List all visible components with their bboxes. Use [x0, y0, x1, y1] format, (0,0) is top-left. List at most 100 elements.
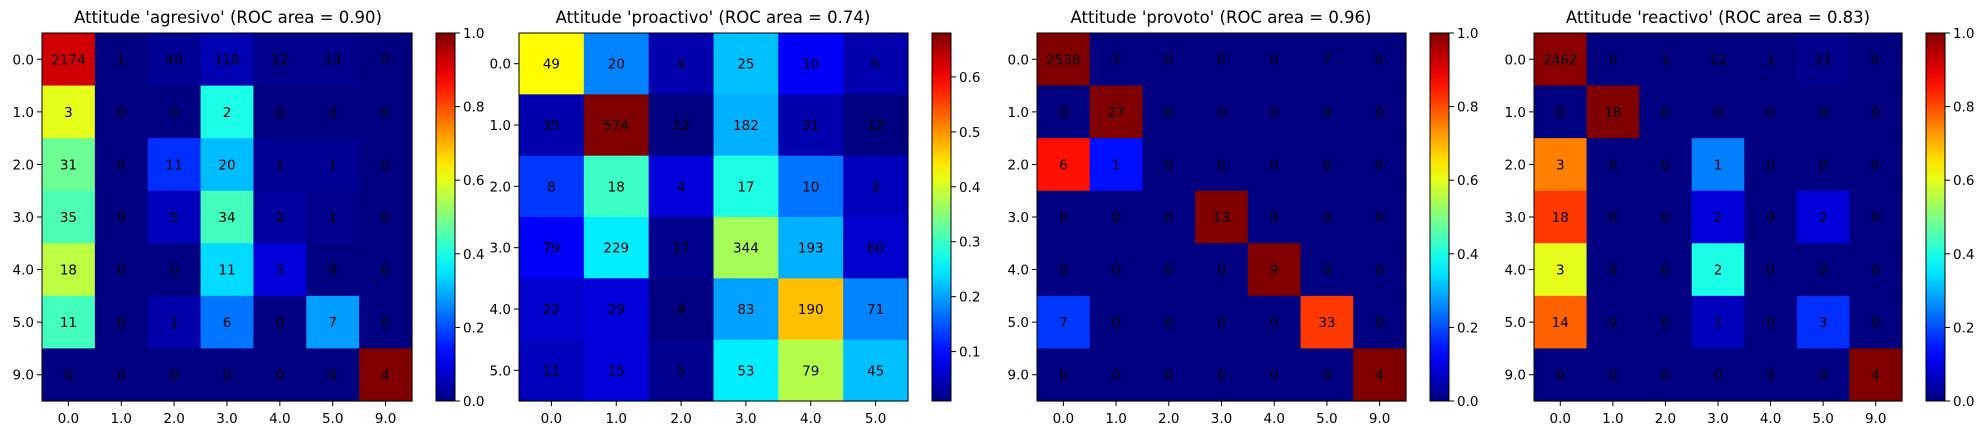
cell-value-label: 1: [1112, 157, 1121, 173]
heatmap-cell: [1586, 33, 1640, 87]
heatmap-cell: [1037, 243, 1091, 297]
heatmap-cell: [1195, 138, 1249, 192]
cell-value-label: 344: [733, 241, 759, 257]
heatmap-cell: [1744, 348, 1798, 402]
y-tick-label: 3.0: [1008, 210, 1029, 226]
heatmap-cell: [1195, 348, 1249, 402]
heatmap-cell: [1744, 138, 1798, 192]
heatmap-cell: [843, 278, 909, 341]
heatmap-cell: [843, 339, 909, 402]
heatmap-cell: [1849, 295, 1903, 350]
cell-value-label: 0: [117, 315, 126, 331]
cell-value-label: 118: [214, 52, 240, 68]
heatmap-cell: [1534, 138, 1588, 192]
x-tick-label: 4.0: [269, 411, 290, 427]
heatmap-cell: [1089, 138, 1144, 192]
x-tick-label: 0.0: [541, 411, 562, 427]
heatmap-cell: [1586, 138, 1640, 192]
cell-value-label: 14: [1552, 315, 1569, 331]
cell-value-label: 0: [223, 368, 232, 384]
x-tick-label: 5.0: [1812, 411, 1833, 427]
heatmap-cell: [1796, 138, 1851, 192]
x-tick-label: 1.0: [1602, 411, 1623, 427]
cell-value-label: 0: [1270, 105, 1279, 121]
colorbar: [435, 32, 456, 402]
heatmap-cell: [1247, 138, 1302, 192]
cell-value-label: 0: [117, 368, 126, 384]
cell-value-label: 1: [276, 157, 285, 173]
heatmap-cell: [1089, 85, 1144, 139]
cell-value-label: 12: [1709, 52, 1726, 68]
cell-value-label: 1: [1661, 52, 1670, 68]
colorbar-tick-label: 0.2: [1953, 320, 1974, 336]
heatmap-cell: [1586, 243, 1640, 297]
cell-value-label: 0: [1323, 263, 1332, 279]
cell-value-label: 0: [64, 368, 73, 384]
cell-value-label: 0: [1819, 105, 1828, 121]
y-tick-label: 1.0: [1505, 105, 1526, 121]
x-tick-label: 3.0: [1707, 411, 1728, 427]
cell-value-label: 0: [1217, 368, 1226, 384]
cell-value-label: 0: [276, 315, 285, 331]
heatmap-cell: [147, 295, 202, 350]
heatmap-cell: [200, 295, 255, 350]
heatmap-cell: [583, 217, 650, 279]
cell-value-label: 10: [802, 57, 819, 73]
heatmap-cell: [1247, 85, 1302, 139]
heatmap-cell: [1849, 348, 1903, 402]
heatmap-cell: [713, 278, 779, 341]
colorbar-tick-label: 0.4: [1953, 247, 1974, 263]
heatmap-cell: [1586, 85, 1640, 139]
heatmap-cell: [1586, 190, 1640, 244]
cell-value-label: 4: [677, 302, 686, 318]
cell-value-label: 11: [60, 315, 77, 331]
y-tick-label: 4.0: [1505, 263, 1526, 279]
heatmap-cell: [1300, 190, 1354, 244]
cell-value-label: 5: [170, 210, 179, 226]
cell-value-label: 33: [1318, 315, 1335, 331]
heatmap-cell: [147, 33, 202, 87]
x-tick-label: 4.0: [800, 411, 821, 427]
colorbar-tick-label: 0.2: [463, 320, 484, 336]
heatmap-cell: [1796, 85, 1851, 139]
cell-value-label: 71: [867, 302, 884, 318]
cell-value-label: 0: [1164, 368, 1173, 384]
cell-value-label: 3: [1556, 263, 1565, 279]
heatmap-cell: [306, 190, 360, 244]
cell-value-label: 17: [672, 241, 689, 257]
heatmap-cell: [147, 138, 202, 192]
cell-value-label: 0: [1766, 157, 1775, 173]
x-tick-label: 4.0: [1263, 411, 1284, 427]
cell-value-label: 0: [1270, 368, 1279, 384]
heatmap-cell: [1142, 295, 1196, 350]
cell-value-label: 11: [166, 157, 183, 173]
cell-value-label: 1: [328, 157, 337, 173]
cell-value-label: 12: [271, 52, 288, 68]
cell-value-label: 4: [677, 179, 686, 195]
heatmap-cell: [1353, 348, 1407, 402]
heatmap-cell: [1744, 85, 1798, 139]
cell-value-label: 0: [1164, 52, 1173, 68]
heatmap-cell: [1089, 348, 1144, 402]
cell-value-label: 0: [1871, 263, 1880, 279]
cell-value-label: 29: [608, 302, 625, 318]
chart-title: Attitude 'reactivo' (ROC area = 0.83): [1566, 8, 1870, 27]
cell-value-label: 20: [218, 157, 235, 173]
heatmap-cell: [1691, 243, 1745, 297]
x-tick-label: 5.0: [1316, 411, 1337, 427]
cell-value-label: 0: [1164, 210, 1173, 226]
colorbar-tick-label: 1.0: [463, 26, 484, 42]
heatmap-cell: [1796, 33, 1851, 87]
heatmap-cell: [94, 33, 149, 87]
heatmap-cell: [1037, 295, 1091, 350]
heatmap-cell: [1639, 243, 1693, 297]
cell-value-label: 0: [1556, 368, 1565, 384]
cell-value-label: 35: [60, 210, 77, 226]
cell-value-label: 17: [737, 179, 754, 195]
heatmap-cell: [147, 190, 202, 244]
heatmap-cell: [1089, 243, 1144, 297]
cell-value-label: 11: [543, 363, 560, 379]
cell-value-label: 4: [677, 57, 686, 73]
cell-value-label: 574: [603, 118, 629, 134]
cell-value-label: 79: [543, 241, 560, 257]
